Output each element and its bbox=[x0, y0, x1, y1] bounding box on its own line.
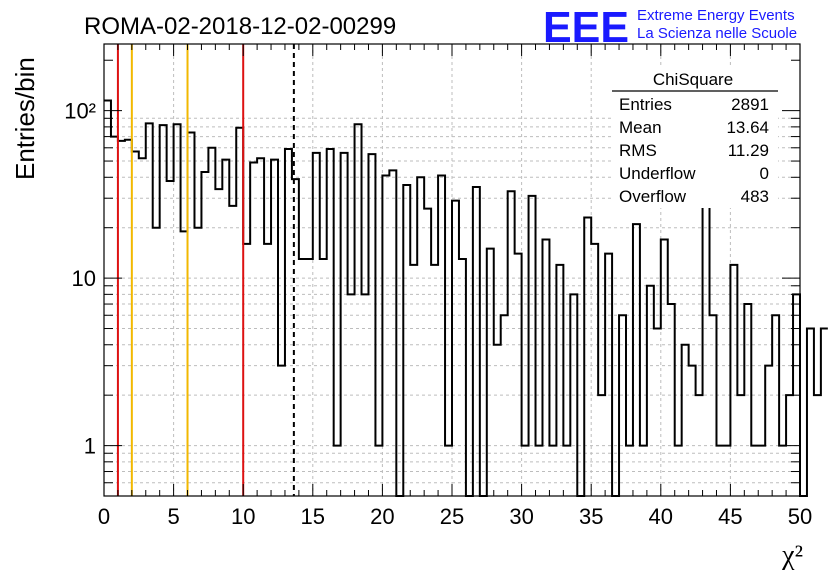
y-tick-label: 1 bbox=[84, 434, 96, 459]
histogram-bin bbox=[181, 231, 188, 496]
stats-box-title: ChiSquare bbox=[653, 70, 733, 89]
plot-title: ROMA-02-2018-12-02-00299 bbox=[84, 13, 396, 40]
histogram-bin bbox=[765, 366, 772, 496]
histogram-bin bbox=[403, 185, 410, 496]
x-tick-label: 15 bbox=[301, 504, 325, 529]
x-tick-label: 45 bbox=[718, 504, 742, 529]
histogram-bin bbox=[153, 228, 160, 496]
histogram-bin bbox=[647, 286, 654, 496]
stats-label: RMS bbox=[619, 141, 657, 160]
histogram-bin bbox=[208, 148, 215, 496]
histogram-bin bbox=[807, 329, 814, 496]
histogram-bin bbox=[389, 170, 396, 496]
x-tick-labels: 0 5 10 15 20 25 30 35 40 45 50 bbox=[98, 504, 812, 529]
stats-label: Underflow bbox=[619, 164, 696, 183]
x-axis-label: χ² bbox=[781, 540, 803, 571]
stats-value: 2891 bbox=[731, 95, 769, 114]
histogram-bin bbox=[243, 244, 250, 496]
histogram-bin bbox=[682, 345, 689, 496]
stats-value: 13.64 bbox=[726, 118, 769, 137]
histogram-bin bbox=[494, 345, 501, 496]
x-tick-label: 30 bbox=[509, 504, 533, 529]
histogram-bin bbox=[167, 181, 174, 496]
histogram-bin bbox=[619, 315, 626, 496]
histogram-outline bbox=[104, 99, 828, 497]
histogram-bin bbox=[417, 177, 424, 496]
x-tick-label: 5 bbox=[167, 504, 179, 529]
histogram-bin bbox=[584, 218, 591, 496]
histogram-bin bbox=[529, 196, 536, 496]
eee-logo: EEE Extreme Energy Events La Scienza nel… bbox=[543, 3, 797, 52]
histogram-bin bbox=[201, 172, 208, 496]
histogram-bin bbox=[710, 315, 717, 496]
histogram-bin bbox=[744, 304, 751, 496]
histogram-bin bbox=[438, 175, 445, 496]
histogram-bin bbox=[605, 254, 612, 496]
histogram-bin bbox=[668, 304, 675, 496]
stats-label: Overflow bbox=[619, 187, 687, 206]
x-tick-label: 20 bbox=[370, 504, 394, 529]
histogram-bin bbox=[285, 149, 292, 496]
histogram-bin bbox=[473, 187, 480, 496]
histogram-bin bbox=[821, 329, 828, 496]
histogram-bin bbox=[188, 133, 195, 496]
histogram-bin bbox=[355, 124, 362, 496]
histogram-bin bbox=[132, 152, 139, 496]
x-tick-label: 35 bbox=[579, 504, 603, 529]
histogram-bin bbox=[382, 175, 389, 496]
histogram-bin bbox=[118, 141, 125, 496]
histogram-bin bbox=[146, 123, 153, 496]
x-tick-label: 25 bbox=[440, 504, 464, 529]
x-tick-label: 10 bbox=[231, 504, 255, 529]
eee-logo-line1: Extreme Energy Events bbox=[637, 7, 795, 24]
histogram-bin bbox=[264, 244, 271, 496]
histogram-bin bbox=[229, 206, 236, 496]
stats-box: ChiSquare Entries 2891 Mean 13.64 RMS 11.29 Un… bbox=[612, 68, 778, 208]
histogram-bin bbox=[452, 201, 459, 496]
x-tick-label: 40 bbox=[649, 504, 673, 529]
histogram-bin bbox=[236, 128, 243, 496]
y-tick-labels: 1 10 10² bbox=[64, 99, 96, 459]
eee-logo-line2: La Scienza nelle Scuole bbox=[637, 25, 797, 42]
histogram-bin bbox=[104, 100, 111, 496]
y-axis-label: Entries/bin bbox=[10, 57, 40, 180]
histogram-bin bbox=[591, 244, 598, 496]
x-tick-label: 50 bbox=[788, 504, 812, 529]
reference-lines bbox=[116, 44, 295, 496]
axis-ticks bbox=[103, 44, 801, 497]
stats-value: 0 bbox=[760, 164, 769, 183]
stats-label: Entries bbox=[619, 95, 672, 114]
y-tick-label: 10 bbox=[72, 266, 96, 291]
histogram-bin bbox=[194, 228, 201, 496]
histogram-bin bbox=[215, 189, 222, 496]
histogram-bin bbox=[278, 366, 285, 496]
x-tick-label: 0 bbox=[98, 504, 110, 529]
eee-logo-mark: EEE bbox=[543, 3, 629, 52]
histogram-bin bbox=[689, 366, 696, 496]
histogram-bin bbox=[633, 224, 640, 496]
histogram-bin bbox=[111, 137, 118, 496]
y-tick-label: 10² bbox=[64, 99, 96, 124]
stats-value: 483 bbox=[741, 187, 769, 206]
histogram-bin bbox=[368, 154, 375, 496]
histogram-bin bbox=[174, 124, 181, 496]
histogram-bin bbox=[508, 191, 515, 496]
histogram-bin bbox=[703, 203, 710, 496]
histogram-bin bbox=[125, 140, 132, 496]
histogram-bin bbox=[772, 315, 779, 496]
histogram-bin bbox=[160, 125, 167, 496]
histogram-bin bbox=[501, 315, 508, 496]
histogram-bin bbox=[341, 153, 348, 496]
histogram-bin bbox=[814, 395, 821, 496]
histogram-bin bbox=[654, 329, 661, 496]
histogram-bin bbox=[313, 153, 320, 496]
histogram-bin bbox=[327, 149, 334, 496]
histogram-bin bbox=[515, 254, 522, 496]
histogram-bars bbox=[104, 99, 828, 497]
stats-value: 11.29 bbox=[728, 141, 769, 160]
stats-label: Mean bbox=[619, 118, 662, 137]
